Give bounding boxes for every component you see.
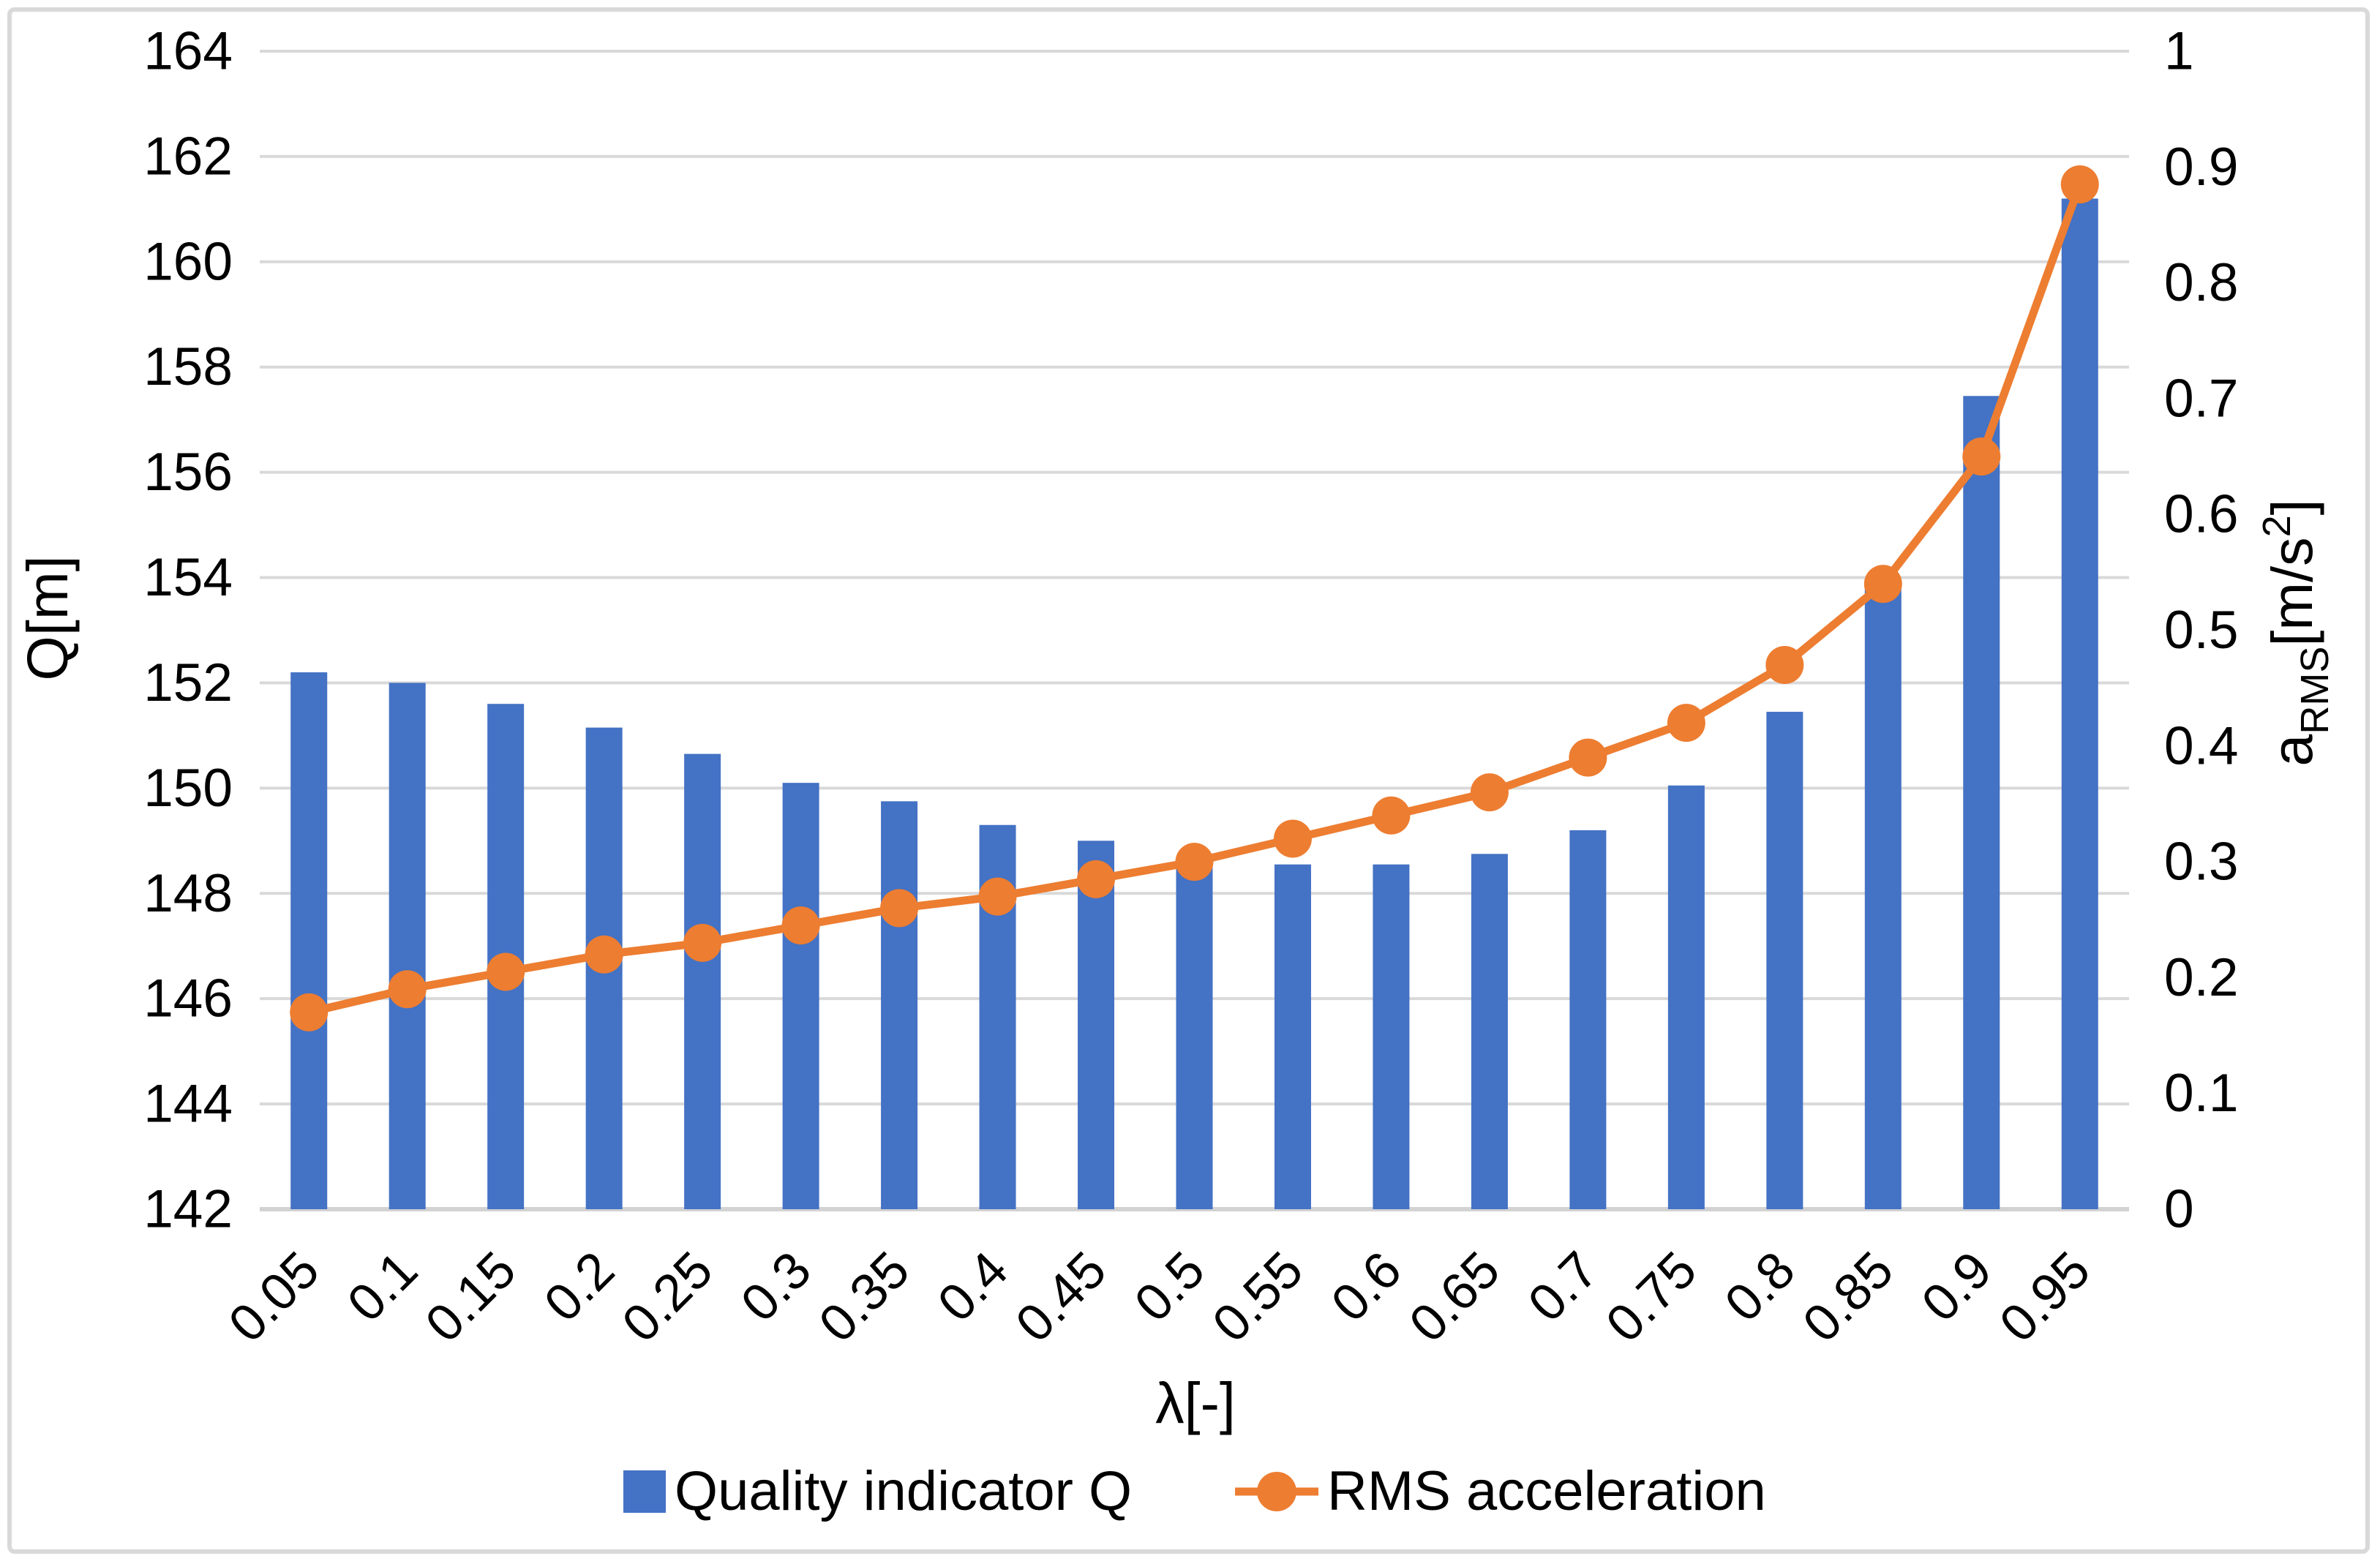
gridlines xyxy=(260,50,2129,1211)
line-marker xyxy=(1863,565,1902,604)
line-marker xyxy=(1372,796,1411,835)
x-axis-tick-label: 0.3 xyxy=(730,1241,822,1333)
line-marker xyxy=(1077,860,1116,898)
right-axis-tick-labels: 0 0.1 0.2 0.3 0.4 0.5 0.6 0.7 0.8 0.9 1 xyxy=(2164,22,2238,1239)
x-axis-tick-label: 0.35 xyxy=(808,1241,921,1353)
line-marker xyxy=(1569,738,1607,777)
right-axis-tick-label: 0.5 xyxy=(2164,601,2238,660)
right-axis-tick-label: 0.2 xyxy=(2164,948,2238,1007)
right-axis-tick-label: 0 xyxy=(2164,1180,2194,1239)
legend-line-label: RMS acceleration xyxy=(1327,1460,1766,1522)
bar xyxy=(1963,396,2000,1209)
right-axis-tick-label: 0.9 xyxy=(2164,138,2238,197)
left-axis-tick-label: 146 xyxy=(143,969,233,1029)
line-marker xyxy=(683,923,722,962)
right-axis-tick-label: 0.1 xyxy=(2164,1064,2238,1123)
x-axis-tick-label: 0.4 xyxy=(927,1241,1019,1333)
right-axis-title: aRMS[m/s2] xyxy=(2255,499,2337,766)
x-axis-tick-label: 0.7 xyxy=(1517,1241,1610,1333)
left-axis-tick-label: 152 xyxy=(143,653,233,713)
x-axis-tick-label: 0.55 xyxy=(1202,1241,1315,1353)
legend-bar-label: Quality indicator Q xyxy=(675,1460,1132,1522)
x-axis-tick-label: 0.2 xyxy=(533,1241,626,1333)
legend-bar-swatch-icon xyxy=(623,1470,666,1513)
left-axis-tick-label: 144 xyxy=(143,1075,233,1134)
x-axis-title: λ[-] xyxy=(1155,1370,1236,1435)
x-axis-tick-labels: 0.05 0.10.15 0.20.25 0.30.35 0.40.45 0.50.55 0… xyxy=(218,1241,2101,1353)
left-axis-tick-label: 142 xyxy=(143,1180,233,1239)
bar xyxy=(1176,859,1213,1209)
line-marker xyxy=(880,889,919,928)
x-axis-tick-label: 0.15 xyxy=(415,1241,528,1353)
legend-line-marker-icon xyxy=(1257,1472,1296,1511)
line-marker xyxy=(290,993,329,1031)
bar xyxy=(2061,198,2098,1210)
line-marker xyxy=(1962,437,2001,476)
x-axis-tick-label: 0.5 xyxy=(1124,1241,1216,1333)
bar xyxy=(881,801,918,1209)
bar-series xyxy=(290,198,2098,1210)
left-axis-tick-label: 162 xyxy=(143,127,233,186)
bar xyxy=(1569,830,1607,1209)
line-marker xyxy=(487,952,525,991)
x-axis-tick-label: 0.05 xyxy=(218,1241,331,1353)
left-axis-tick-label: 158 xyxy=(143,337,233,396)
left-axis-tick-labels: 142 144 146 148 150 152 154 156 158 160 162 164 xyxy=(143,22,233,1239)
right-axis-tick-label: 0.3 xyxy=(2164,832,2238,892)
bar xyxy=(1274,864,1311,1209)
line-marker xyxy=(978,877,1017,916)
bar xyxy=(1373,864,1410,1209)
line-marker xyxy=(1175,843,1214,881)
x-axis-tick-label: 0.85 xyxy=(1792,1241,1905,1353)
x-axis-tick-label: 0.9 xyxy=(1911,1241,2003,1333)
right-axis-tick-label: 0.8 xyxy=(2164,253,2238,312)
x-axis-tick-label: 0.45 xyxy=(1005,1241,1118,1353)
right-axis-tick-label: 0.6 xyxy=(2164,485,2238,544)
bar xyxy=(782,783,819,1209)
line-marker xyxy=(1470,773,1509,812)
x-axis-tick-label: 0.95 xyxy=(1989,1241,2102,1353)
left-axis-title: Q[m] xyxy=(15,555,80,680)
right-axis-tick-label: 1 xyxy=(2164,22,2194,81)
line-series xyxy=(290,165,2099,1031)
x-axis-tick-label: 0.65 xyxy=(1399,1241,1512,1353)
line-marker xyxy=(1765,645,1804,684)
legend: Quality indicator Q RMS acceleration xyxy=(623,1460,1766,1522)
left-axis-tick-label: 164 xyxy=(143,22,233,81)
left-axis-tick-label: 156 xyxy=(143,443,233,502)
x-axis-tick-label: 0.25 xyxy=(612,1241,724,1353)
bar xyxy=(1078,841,1115,1209)
x-axis-tick-label: 0.75 xyxy=(1596,1241,1708,1353)
x-axis-tick-label: 0.6 xyxy=(1321,1241,1413,1333)
line-marker xyxy=(1273,819,1312,858)
x-axis-tick-label: 0.1 xyxy=(337,1241,429,1333)
left-axis-tick-label: 150 xyxy=(143,759,233,818)
right-axis-tick-label: 0.4 xyxy=(2164,716,2238,775)
x-axis-tick-label: 0.8 xyxy=(1714,1241,1806,1333)
line-marker xyxy=(2060,165,2099,204)
bar xyxy=(290,672,328,1209)
bar xyxy=(1471,854,1508,1209)
left-axis-tick-label: 148 xyxy=(143,864,233,923)
bar xyxy=(1667,785,1705,1209)
bar xyxy=(1766,712,1803,1209)
line-marker xyxy=(781,906,820,945)
line-marker xyxy=(1667,704,1705,742)
right-axis-tick-label: 0.7 xyxy=(2164,369,2238,428)
bar xyxy=(388,683,426,1209)
left-axis-tick-label: 154 xyxy=(143,548,233,607)
line-marker xyxy=(388,970,427,1009)
bar xyxy=(1864,587,1902,1209)
bar xyxy=(684,753,721,1209)
left-axis-tick-label: 160 xyxy=(143,232,233,291)
line-marker xyxy=(585,935,623,974)
